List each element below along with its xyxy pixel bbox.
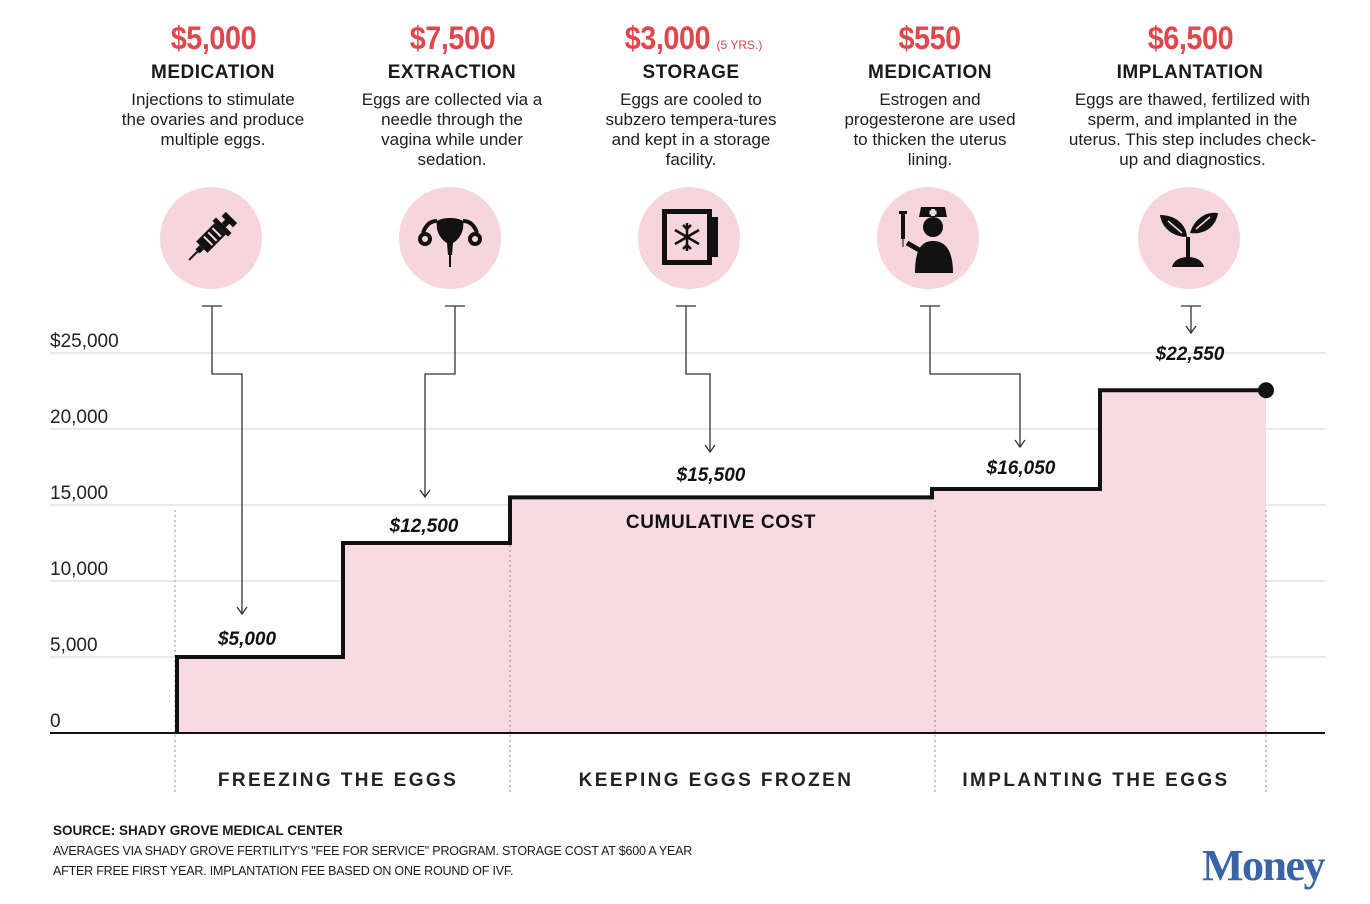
y-tick-label: 15,000: [50, 483, 108, 504]
connector-line: [424, 306, 456, 497]
freezer-icon: [638, 187, 740, 289]
value-label: $12,500: [389, 516, 459, 537]
value-label: $5,000: [217, 629, 277, 650]
step-name: EXTRACTION: [387, 62, 517, 83]
step-name: MEDICATION: [151, 62, 275, 83]
y-tick-label: 5,000: [50, 635, 98, 656]
connector-arrow: [419, 489, 431, 499]
step-name: STORAGE: [642, 62, 740, 83]
value-label: $22,550: [1155, 344, 1225, 365]
source-line: SOURCE: SHADY GROVE MEDICAL CENTER: [53, 823, 343, 838]
step-cost-note: (5 YRS.): [716, 38, 763, 52]
y-tick-label: $25,000: [50, 331, 119, 352]
step-cost: $7,500: [409, 20, 495, 56]
connector-arrow: [704, 444, 716, 454]
phase-label: FREEZING THE EGGS: [218, 770, 458, 791]
final-cost-marker: [1258, 382, 1274, 399]
step-connectors: [202, 305, 1201, 616]
grid: [50, 352, 1325, 658]
phase-dividers: [174, 510, 1267, 795]
step-extraction: $7,500 EXTRACTION Eggs are collected via…: [327, 18, 577, 170]
sprout-icon: [1138, 187, 1240, 289]
cumulative-cost-line: [175, 388, 1266, 733]
uterus-icon: [399, 187, 501, 289]
syringe-icon: [160, 187, 262, 289]
cumulative-cost-area: [177, 390, 1266, 733]
y-tick-label: 0: [50, 711, 61, 732]
step-description: Eggs are collected via a needle through …: [361, 90, 543, 169]
chart-title: CUMULATIVE COST: [626, 512, 816, 533]
step-medication-1: $5,000 MEDICATION Injections to stimulat…: [88, 18, 338, 150]
step-description: Injections to stimulate the ovaries and …: [121, 90, 305, 149]
connector-arrow: [236, 606, 248, 616]
connector-line: [929, 306, 1021, 447]
connector-arrow: [1185, 325, 1197, 335]
connector-arrow: [1014, 439, 1026, 449]
step-description: Estrogen and progesterone are used to th…: [844, 90, 1016, 169]
money-logo: Money: [1201, 841, 1326, 890]
step-name: IMPLANTATION: [1116, 62, 1264, 83]
y-tick-label: 10,000: [50, 559, 108, 580]
value-labels: $5,000 $12,500 $15,500 $16,050 $22,550: [217, 344, 1225, 650]
footer: SOURCE: SHADY GROVE MEDICAL CENTER AVERA…: [53, 821, 713, 881]
step-name: MEDICATION: [868, 62, 992, 83]
phase-label: IMPLANTING THE EGGS: [962, 770, 1229, 791]
step-implantation: $6,500 IMPLANTATION Eggs are thawed, fer…: [1065, 18, 1316, 170]
step-description: Eggs are cooled to subzero tempera-tures…: [605, 90, 777, 169]
step-description: Eggs are thawed, fertilized with sperm, …: [1068, 90, 1317, 169]
step-storage: $3,000 (5 YRS.) STORAGE Eggs are cooled t…: [566, 18, 816, 170]
connector-line: [211, 306, 243, 614]
step-cost: $6,500: [1147, 20, 1233, 56]
nurse-icon: [877, 187, 979, 289]
step-medication-2: $550 MEDICATION Estrogen and progesteron…: [805, 18, 1055, 170]
value-label: $16,050: [986, 458, 1056, 479]
phase-labels: FREEZING THE EGGS KEEPING EGGS FROZEN IMPL…: [218, 770, 1229, 791]
value-label: $15,500: [676, 465, 746, 486]
methodology-note: AVERAGES VIA SHADY GROVE FERTILITY'S "FE…: [53, 844, 693, 878]
step-cost: $3,000: [624, 20, 710, 56]
step-cost: $5,000: [170, 20, 256, 56]
y-axis-ticks: $25,000 20,000 15,000 10,000 5,000 0: [50, 331, 119, 732]
connector-line: [685, 306, 711, 452]
step-cost: $550: [898, 20, 962, 56]
y-tick-label: 20,000: [50, 407, 108, 428]
phase-label: KEEPING EGGS FROZEN: [579, 770, 854, 791]
